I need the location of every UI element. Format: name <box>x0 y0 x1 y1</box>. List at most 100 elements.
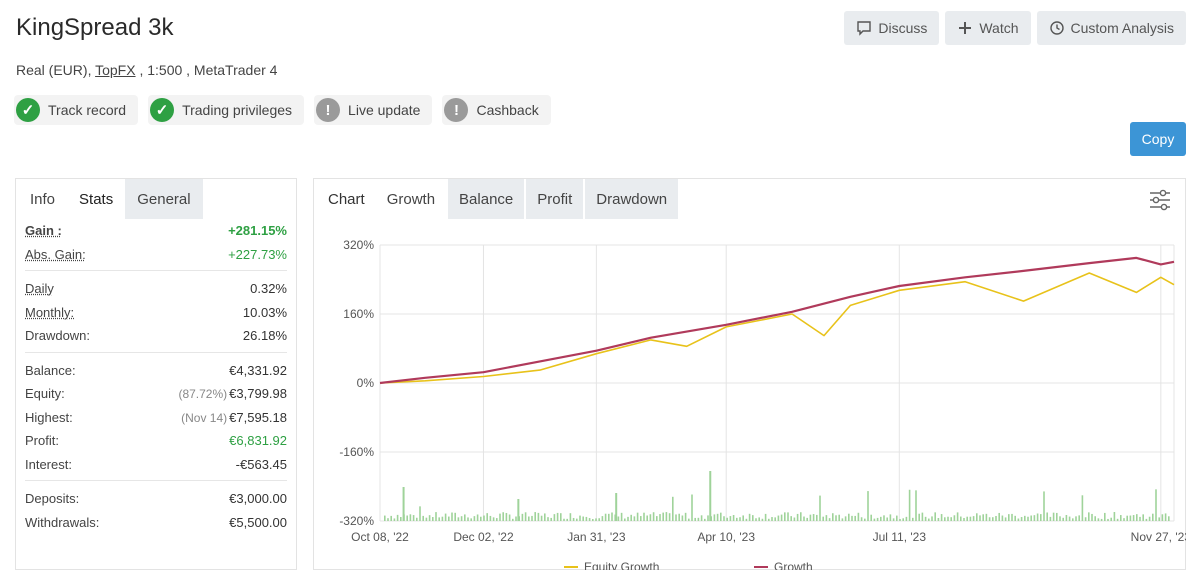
activity-bar <box>572 517 575 521</box>
activity-bar <box>716 513 719 521</box>
activity-bar <box>592 518 594 521</box>
tab-profit[interactable]: Profit <box>526 179 584 219</box>
activity-bar <box>748 513 751 521</box>
activity-bar <box>665 512 668 521</box>
activity-bar <box>496 518 498 521</box>
chart-settings-icon[interactable] <box>1147 187 1173 213</box>
stat-label[interactable]: Gain : <box>25 223 62 239</box>
activity-bar <box>1161 514 1164 521</box>
tab-info[interactable]: Info <box>30 190 56 208</box>
activity-bar <box>1059 516 1061 521</box>
activity-bar <box>387 518 389 521</box>
tab-drawdown[interactable]: Drawdown <box>585 179 679 219</box>
broker-link[interactable]: TopFX <box>95 62 136 78</box>
activity-bar <box>963 517 965 521</box>
tab-general[interactable]: General <box>125 179 203 219</box>
activity-bar <box>848 513 850 521</box>
tab-growth[interactable]: Growth <box>375 179 447 219</box>
activity-bar <box>633 516 636 521</box>
stat-value: (87.72%) €3,799.98 <box>178 386 287 401</box>
stat-note: (Nov 14) <box>181 410 228 425</box>
activity-bar <box>1116 518 1119 521</box>
activity-bar <box>419 506 421 521</box>
copy-button[interactable]: Copy <box>1130 122 1186 156</box>
stat-abs-gain: Abs. Gain: +227.73% <box>25 243 287 267</box>
activity-bar <box>809 514 812 521</box>
activity-bar <box>700 515 703 521</box>
activity-bar <box>547 517 549 521</box>
activity-bar <box>729 516 732 521</box>
stat-label[interactable]: Monthly: <box>25 304 75 320</box>
tab-stats[interactable]: Stats <box>79 190 114 208</box>
stat-daily: Daily 0.32% <box>25 277 287 301</box>
badge-cashback[interactable]: ! Cashback <box>442 95 551 125</box>
watch-button[interactable]: Watch <box>945 11 1031 45</box>
activity-bar <box>508 514 511 521</box>
x-tick-label: Oct 08, '22 <box>351 530 409 544</box>
activity-bar <box>528 516 530 521</box>
activity-bar <box>793 517 796 521</box>
chart-tabs: Chart Growth Balance Profit Drawdown <box>314 179 1185 219</box>
activity-bar <box>931 516 933 521</box>
activity-bar <box>1142 514 1144 521</box>
activity-bar <box>899 518 901 521</box>
stat-value: €4,331.92 <box>229 362 287 378</box>
activity-bar <box>1052 512 1055 521</box>
plus-icon <box>959 22 972 34</box>
stat-value: €6,831.92 <box>229 433 287 449</box>
activity-bar <box>867 491 869 521</box>
activity-bar <box>838 514 840 521</box>
activity-bar <box>512 518 514 521</box>
activity-bar <box>416 517 418 521</box>
chart-panel: Chart Growth Balance Profit Drawdown 320… <box>313 178 1191 570</box>
activity-bar <box>448 516 450 521</box>
stat-interest: Interest: -€563.45 <box>25 453 287 477</box>
activity-bar <box>598 518 600 521</box>
activity-bar <box>832 513 834 521</box>
activity-bar <box>483 515 485 521</box>
activity-bar <box>540 515 543 521</box>
activity-bar <box>1081 495 1084 521</box>
activity-bar <box>985 513 988 521</box>
activity-bar <box>556 512 559 521</box>
activity-bar <box>646 515 648 521</box>
x-tick-label: Apr 10, '23 <box>697 530 755 544</box>
activity-bar <box>662 512 664 521</box>
activity-bar <box>438 517 440 521</box>
badge-trading-privileges[interactable]: ✓ Trading privileges <box>148 95 305 125</box>
stats-panel: Info Stats General Gain : +281.15% Abs. … <box>15 178 297 570</box>
growth-chart-svg: 320% 160% 0% -160% -320% Oct 08, '22 Dec 02, … <box>339 238 1191 570</box>
stat-label[interactable]: Daily <box>25 281 54 297</box>
stat-label[interactable]: Abs. Gain: <box>25 246 86 262</box>
activity-bar <box>934 512 936 521</box>
activity-bar <box>672 496 674 521</box>
custom-analysis-button[interactable]: Custom Analysis <box>1036 11 1186 45</box>
activity-bar <box>624 518 626 521</box>
activity-bar <box>428 515 431 521</box>
activity-bar <box>896 515 898 521</box>
activity-bar <box>1168 516 1170 521</box>
stat-value: €5,500.00 <box>229 514 287 530</box>
activity-bar <box>819 495 821 521</box>
activity-bar <box>412 515 415 521</box>
activity-bar <box>950 517 952 521</box>
activity-bar <box>1123 518 1125 521</box>
verification-badges: ✓ Track record ✓ Trading privileges ! Li… <box>14 95 551 125</box>
activity-bar <box>886 517 888 521</box>
activity-bar <box>1094 516 1096 521</box>
activity-bar <box>1148 516 1151 521</box>
badge-live-update[interactable]: ! Live update <box>314 95 433 125</box>
badge-track-record[interactable]: ✓ Track record <box>14 95 139 125</box>
activity-bar <box>982 514 984 521</box>
activity-bar <box>1139 516 1141 521</box>
x-axis-ticks: Oct 08, '22 Dec 02, '22 Jan 31, '23 Apr 10,… <box>351 530 1191 544</box>
tab-balance[interactable]: Balance <box>448 179 525 219</box>
discuss-button[interactable]: Discuss <box>844 11 940 45</box>
activity-bar <box>582 516 584 521</box>
activity-bar <box>1152 513 1154 521</box>
exclamation-icon: ! <box>316 98 341 122</box>
activity-bar <box>822 516 824 521</box>
activity-bar <box>739 517 741 521</box>
check-icon: ✓ <box>150 98 175 122</box>
activity-bar <box>531 515 533 521</box>
